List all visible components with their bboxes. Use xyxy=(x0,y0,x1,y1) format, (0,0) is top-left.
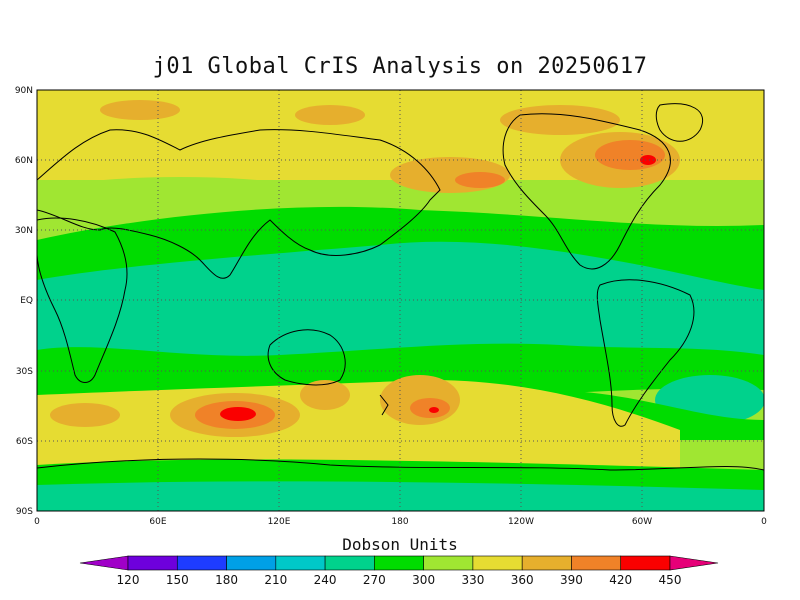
coast-newzealand xyxy=(379,394,389,416)
colorbar-min-arrow xyxy=(79,555,129,571)
coastlines xyxy=(37,103,764,471)
band-antarctic-teal xyxy=(37,481,764,511)
lon-label: 60E xyxy=(149,517,166,527)
colorbar-tick-label: 330 xyxy=(461,573,484,587)
colorbar: 120 150 180 210 240 270 300 330 360 390 420 450 xyxy=(79,555,719,587)
colorbar-swatch xyxy=(275,555,326,571)
patch-north-orange-5 xyxy=(455,172,505,188)
coast-eurasia xyxy=(37,129,441,279)
lat-label: 60S xyxy=(16,437,33,447)
colorbar-tick-label: 420 xyxy=(609,573,632,587)
colorbar-tick-label: 360 xyxy=(511,573,534,587)
coast-africa xyxy=(37,217,128,383)
colorbar-swatch xyxy=(176,555,227,571)
colorbar-swatch xyxy=(127,555,178,571)
patch-north-red xyxy=(640,155,656,165)
patch-north-orange-7 xyxy=(595,140,665,170)
coast-australia xyxy=(267,329,346,386)
colorbar-title: Dobson Units xyxy=(342,535,458,554)
colorbar-tick-label: 180 xyxy=(215,573,238,587)
longitude-axis: 0 60E 120E 180 120W 60W 0 xyxy=(34,517,767,527)
lat-label: 90S xyxy=(16,507,33,517)
patch-north-orange-2 xyxy=(295,105,365,125)
lon-label: 0 xyxy=(34,517,40,527)
patch-south-orange-5 xyxy=(410,398,450,418)
colorbar-swatch xyxy=(226,555,277,571)
lat-label: 60N xyxy=(15,156,33,166)
patch-south-orange-6 xyxy=(300,380,350,410)
lon-label: 120E xyxy=(268,517,291,527)
coast-antarctica xyxy=(37,458,764,471)
colorbar-tick-label: 300 xyxy=(412,573,435,587)
colorbar-swatch xyxy=(571,555,622,571)
colorbar-tick-label: 150 xyxy=(166,573,189,587)
latitude-axis: 90N 60N 30N EQ 30S 60S 90S xyxy=(15,86,33,517)
map-frame xyxy=(36,89,765,512)
colorbar-tick-label: 240 xyxy=(314,573,337,587)
lat-label: 90N xyxy=(15,86,33,96)
colorbar-tick-label: 120 xyxy=(117,573,140,587)
colorbar-max-arrow xyxy=(669,555,719,571)
coast-greenland xyxy=(655,103,703,142)
lat-label: 30N xyxy=(15,226,33,236)
patch-north-orange-3 xyxy=(500,105,620,135)
colorbar-swatch xyxy=(374,555,424,571)
colorbar-swatch xyxy=(324,555,375,571)
lon-label: 180 xyxy=(391,517,408,527)
map-title: j01 Global CrIS Analysis on 20250617 xyxy=(152,54,648,79)
lon-label: 0 xyxy=(761,517,767,527)
lon-label: 60W xyxy=(632,517,652,527)
lat-label: 30S xyxy=(16,367,33,377)
colorbar-swatch xyxy=(521,555,572,571)
patch-south-red-1 xyxy=(220,407,256,421)
colorbar-swatch xyxy=(423,555,474,571)
colorbar-swatch xyxy=(472,555,523,571)
patch-north-orange-1 xyxy=(100,100,180,120)
patch-south-orange-1 xyxy=(50,403,120,427)
coast-south-america xyxy=(596,279,695,427)
colorbar-tick-label: 270 xyxy=(363,573,386,587)
coast-north-america xyxy=(502,113,671,270)
patch-south-red-2 xyxy=(429,407,439,413)
lon-label: 120W xyxy=(508,517,534,527)
colorbar-tick-label: 210 xyxy=(264,573,287,587)
colorbar-tick-label: 450 xyxy=(659,573,682,587)
lat-label: EQ xyxy=(20,296,33,306)
colorbar-swatch xyxy=(620,555,671,571)
colorbar-tick-label: 390 xyxy=(560,573,583,587)
